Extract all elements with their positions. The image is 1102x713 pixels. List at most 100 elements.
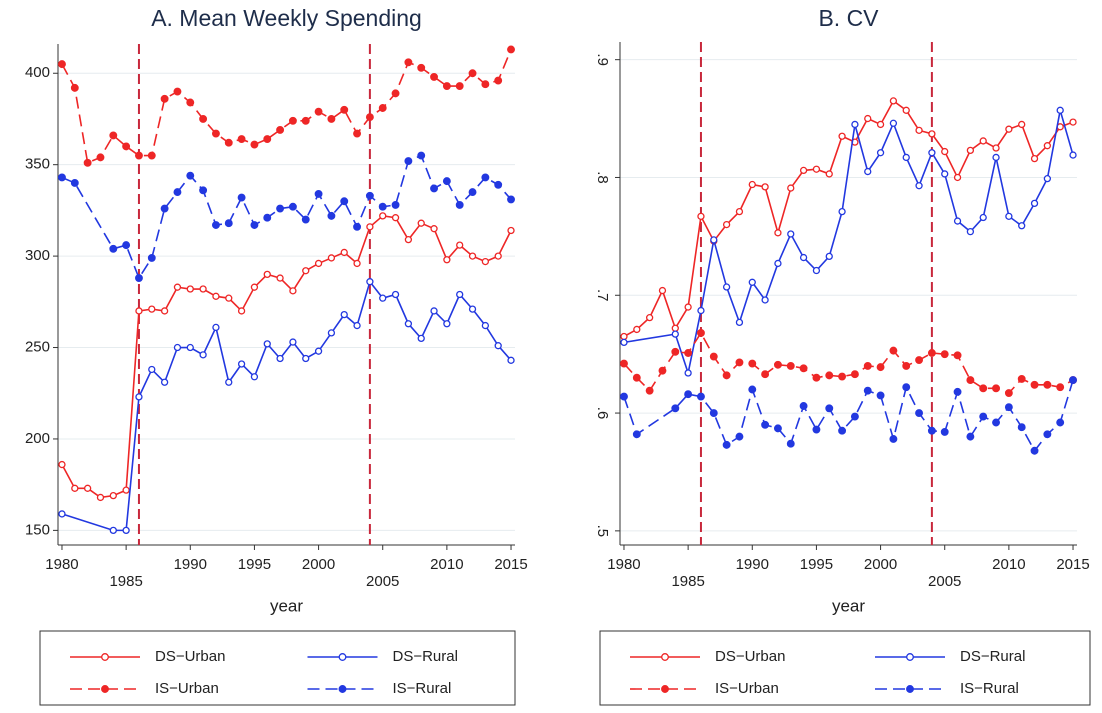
plot-area bbox=[58, 44, 515, 545]
data-point bbox=[365, 191, 374, 200]
data-point bbox=[224, 138, 233, 147]
data-point bbox=[186, 285, 194, 293]
data-point bbox=[430, 72, 438, 81]
data-point bbox=[481, 257, 490, 266]
data-point bbox=[1004, 389, 1013, 397]
data-point bbox=[417, 334, 425, 343]
y-tick-label: .5 bbox=[594, 525, 611, 538]
chart-title: A. Mean Weekly Spending bbox=[151, 5, 422, 31]
x-tick-label: 1990 bbox=[174, 556, 207, 573]
x-tick-label: 2000 bbox=[864, 556, 897, 573]
data-point bbox=[799, 402, 808, 410]
data-point bbox=[902, 383, 911, 392]
data-point bbox=[353, 222, 362, 231]
data-point bbox=[276, 204, 285, 213]
data-point bbox=[966, 432, 975, 441]
data-point bbox=[850, 412, 859, 421]
data-point bbox=[992, 144, 1000, 152]
x-tick-label: 2015 bbox=[494, 556, 527, 573]
data-point bbox=[1056, 106, 1064, 114]
data-point bbox=[671, 347, 680, 356]
data-point bbox=[443, 320, 451, 328]
data-point bbox=[211, 129, 220, 138]
data-point bbox=[902, 153, 910, 162]
data-point bbox=[199, 351, 207, 359]
data-point bbox=[507, 195, 515, 204]
series-line bbox=[61, 215, 512, 499]
data-point bbox=[902, 106, 910, 114]
data-point bbox=[735, 318, 744, 327]
data-point bbox=[122, 526, 130, 535]
data-point bbox=[173, 87, 182, 96]
data-point bbox=[225, 378, 233, 386]
data-point bbox=[173, 343, 182, 352]
data-point bbox=[481, 321, 490, 330]
data-point bbox=[928, 149, 936, 157]
data-point bbox=[645, 313, 654, 322]
data-point bbox=[710, 236, 718, 244]
data-point bbox=[211, 221, 220, 229]
data-point bbox=[928, 130, 936, 138]
data-point bbox=[915, 409, 924, 418]
data-point bbox=[722, 283, 731, 291]
data-point bbox=[224, 219, 233, 228]
data-point bbox=[225, 294, 233, 302]
data-point bbox=[786, 361, 795, 370]
legend-box bbox=[599, 630, 1091, 706]
data-point bbox=[135, 151, 143, 160]
legend-label: DS−Rural bbox=[393, 648, 458, 665]
data-point bbox=[83, 158, 92, 167]
data-point bbox=[263, 213, 272, 222]
data-point bbox=[992, 418, 1000, 427]
data-point bbox=[1043, 142, 1052, 150]
data-point bbox=[748, 180, 756, 189]
data-point bbox=[160, 307, 169, 315]
data-point bbox=[1030, 446, 1039, 455]
data-point bbox=[812, 425, 821, 434]
data-point bbox=[250, 283, 259, 291]
data-point bbox=[289, 287, 297, 295]
data-point bbox=[391, 290, 400, 299]
data-point bbox=[481, 80, 490, 89]
data-point bbox=[684, 369, 692, 377]
data-point bbox=[1005, 212, 1013, 220]
data-point bbox=[684, 349, 693, 357]
data-point bbox=[340, 310, 348, 319]
x-tick-label: 1995 bbox=[238, 556, 271, 573]
data-point bbox=[799, 364, 808, 373]
data-point bbox=[684, 303, 692, 311]
data-point bbox=[160, 378, 169, 386]
data-point bbox=[722, 371, 731, 380]
legend-marker bbox=[338, 653, 347, 661]
x-tick-label: 1995 bbox=[800, 556, 833, 573]
data-point bbox=[979, 412, 988, 421]
data-point bbox=[468, 305, 477, 313]
data-point bbox=[276, 125, 285, 134]
data-point bbox=[722, 440, 731, 449]
data-point bbox=[340, 197, 349, 206]
data-point bbox=[378, 202, 387, 211]
data-point bbox=[468, 69, 477, 78]
data-point bbox=[186, 98, 195, 107]
data-point bbox=[468, 252, 477, 260]
x-tick-label: 2000 bbox=[302, 556, 335, 573]
x-tick-label: 2005 bbox=[928, 573, 961, 590]
data-point bbox=[417, 63, 426, 72]
data-point bbox=[787, 230, 795, 238]
data-point bbox=[697, 306, 705, 315]
data-point bbox=[966, 376, 975, 385]
data-point bbox=[109, 244, 118, 253]
data-point bbox=[889, 346, 898, 355]
data-point bbox=[237, 360, 246, 368]
data-point bbox=[276, 354, 284, 363]
data-point bbox=[748, 359, 757, 368]
data-point bbox=[787, 184, 795, 192]
data-point bbox=[148, 305, 156, 313]
data-point bbox=[353, 321, 361, 330]
data-point bbox=[864, 167, 872, 176]
data-point bbox=[250, 221, 259, 229]
data-point bbox=[109, 131, 118, 140]
data-point bbox=[761, 296, 769, 304]
data-point bbox=[645, 386, 654, 395]
data-point bbox=[671, 404, 680, 413]
